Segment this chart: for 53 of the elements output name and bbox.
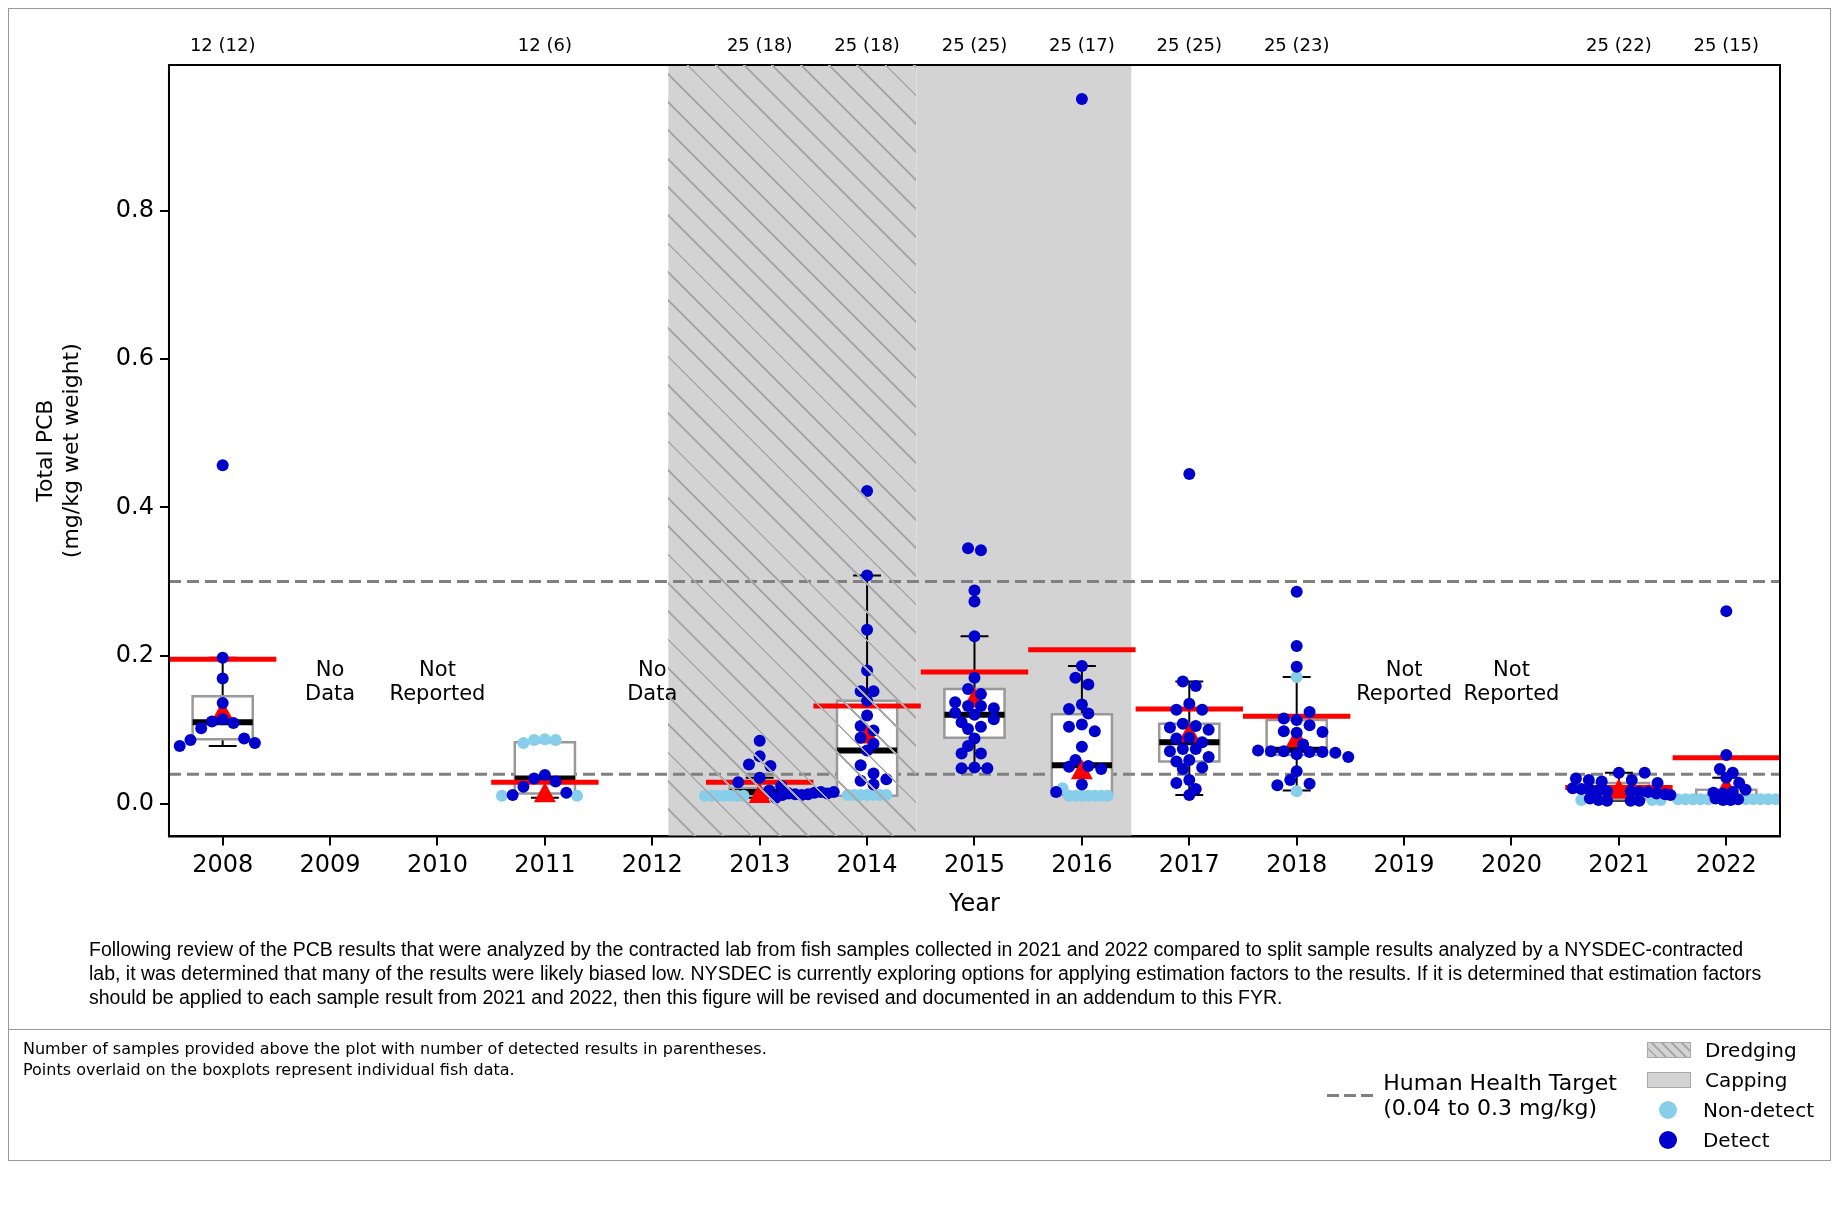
point	[528, 734, 541, 747]
legend-label: Non-detect	[1702, 1098, 1814, 1122]
text: 25 (18)	[726, 33, 793, 55]
text: Following review of the PCB results that were analyzed by the contracted lab from fish samples collected in 2021 and 2022 compared to split sample results analyzed by a NYSDEC-contracted lab, it was determined that many of the results were likely biased low. NYSDEC is currently exploring options for applying estimation factors to the results. If it is determined that estimation factors should be applied to each sample result from 2021 and 2022, then this figure will be revised and documented in an addendum to this FYR.	[88, 937, 1763, 1010]
y-tick-label: 0.6	[115, 343, 154, 372]
point	[538, 733, 551, 746]
annotation: No Data	[627, 656, 678, 705]
text: 12 (6)	[517, 33, 572, 55]
x-tick-label: 2010	[406, 850, 469, 879]
text: 25 (17)	[1049, 33, 1115, 55]
point	[1290, 671, 1303, 684]
x-tick-label: 2015	[943, 850, 1006, 879]
point	[495, 789, 508, 802]
x-tick-label: 2018	[1266, 850, 1328, 879]
annotation: Not Reported	[389, 656, 486, 705]
text: Number of samples provided above the plot with number of detected results in parentheses.	[23, 1038, 767, 1059]
legend-label: Detect	[1702, 1128, 1770, 1152]
legend-label: Human Health Target (0.04 to 0.3 mg/kg)	[1383, 1070, 1617, 1120]
point	[517, 737, 530, 750]
y-tick-label: 0.8	[115, 195, 154, 224]
x-tick-label: 2016	[1051, 850, 1113, 879]
y-tick-label: 0.0	[115, 788, 154, 817]
x-tick-label: 2019	[1373, 850, 1435, 879]
legend-label: Capping	[1704, 1068, 1788, 1092]
text: 25 (22)	[1586, 33, 1652, 55]
x-tick-label: 2009	[299, 850, 361, 879]
y-axis-title: Total PCB (mg/kg wet weight)	[31, 343, 84, 559]
text: 12 (12)	[189, 33, 256, 55]
x-tick-label: 2008	[192, 850, 254, 879]
x-tick-label: 2013	[729, 850, 791, 879]
x-tick-label: 2011	[514, 850, 576, 879]
text: 25 (25)	[1156, 33, 1223, 55]
text: 25 (25)	[941, 33, 1008, 55]
legend-label: Dredging	[1704, 1038, 1797, 1062]
point	[549, 734, 562, 747]
x-axis-title: Year	[948, 888, 1001, 917]
annotation: Not Reported	[1463, 656, 1560, 705]
point	[571, 789, 584, 802]
x-tick-label: 2012	[621, 850, 683, 879]
y-tick-label: 0.4	[115, 491, 154, 520]
text: Points overlaid on the boxplots represent individual fish data.	[23, 1059, 516, 1080]
annotation: Not Reported	[1356, 656, 1453, 705]
x-tick-label: 2022	[1695, 850, 1757, 879]
text: 25 (18)	[834, 33, 900, 55]
point	[1290, 785, 1303, 798]
y-tick-label: 0.2	[115, 639, 154, 668]
x-tick-label: 2021	[1588, 850, 1650, 879]
text: 25 (23)	[1263, 33, 1330, 55]
x-tick-label: 2017	[1158, 850, 1220, 879]
x-tick-label: 2014	[836, 850, 898, 879]
text: 25 (15)	[1693, 33, 1760, 55]
annotation: No Data	[304, 656, 356, 705]
x-tick-label: 2020	[1480, 850, 1543, 879]
